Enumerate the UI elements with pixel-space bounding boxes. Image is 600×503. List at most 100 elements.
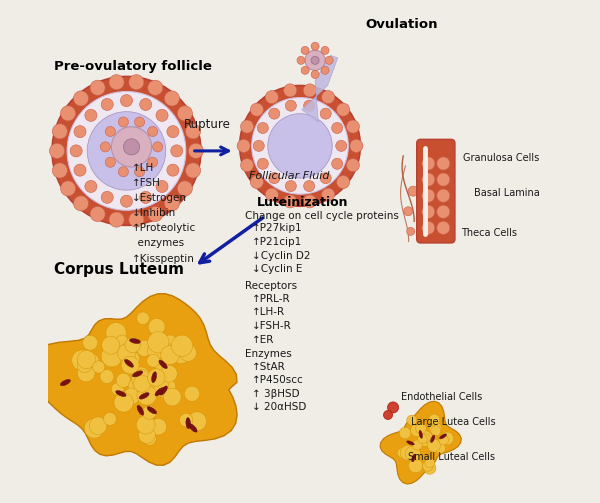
Circle shape xyxy=(250,103,263,116)
Circle shape xyxy=(121,195,133,207)
Circle shape xyxy=(121,356,139,374)
Circle shape xyxy=(148,331,169,353)
Text: ↑Kisspeptin: ↑Kisspeptin xyxy=(131,254,194,264)
Circle shape xyxy=(303,84,316,97)
Circle shape xyxy=(125,338,140,353)
Circle shape xyxy=(148,126,158,136)
Circle shape xyxy=(409,459,423,473)
Circle shape xyxy=(404,207,413,216)
Circle shape xyxy=(90,207,105,222)
Polygon shape xyxy=(302,55,338,122)
Circle shape xyxy=(417,431,433,446)
Circle shape xyxy=(61,106,76,121)
Circle shape xyxy=(418,435,427,444)
Text: Basal Lamina: Basal Lamina xyxy=(473,188,539,198)
Circle shape xyxy=(301,66,309,74)
Circle shape xyxy=(89,417,107,435)
Circle shape xyxy=(321,66,329,74)
Text: ↑StAR: ↑StAR xyxy=(252,362,286,372)
Ellipse shape xyxy=(407,441,414,445)
Circle shape xyxy=(139,427,155,444)
Circle shape xyxy=(148,343,164,360)
Circle shape xyxy=(121,350,139,369)
Circle shape xyxy=(67,92,186,210)
Circle shape xyxy=(421,434,430,443)
Text: ↑P21cip1: ↑P21cip1 xyxy=(252,237,302,247)
Circle shape xyxy=(142,405,156,420)
Circle shape xyxy=(188,143,203,158)
Text: ↓Inhibin: ↓Inhibin xyxy=(131,208,176,218)
Circle shape xyxy=(429,422,442,435)
Circle shape xyxy=(149,377,169,397)
Text: ↑ 3βHSD: ↑ 3βHSD xyxy=(252,389,300,399)
Text: ↑PRL-R: ↑PRL-R xyxy=(252,294,291,304)
Circle shape xyxy=(321,46,329,54)
Ellipse shape xyxy=(419,431,422,438)
Circle shape xyxy=(109,74,124,90)
Circle shape xyxy=(74,126,86,138)
Circle shape xyxy=(305,50,325,70)
Circle shape xyxy=(269,108,280,119)
Circle shape xyxy=(128,377,147,396)
Circle shape xyxy=(185,124,200,139)
Circle shape xyxy=(136,415,155,434)
Circle shape xyxy=(437,189,450,202)
Circle shape xyxy=(129,74,144,90)
Text: Endothelial Cells: Endothelial Cells xyxy=(401,392,482,402)
Circle shape xyxy=(422,461,433,471)
Text: ↑P450scc: ↑P450scc xyxy=(252,375,304,385)
Circle shape xyxy=(106,126,115,136)
Circle shape xyxy=(87,112,166,190)
Circle shape xyxy=(320,108,331,119)
Circle shape xyxy=(350,139,363,152)
Circle shape xyxy=(92,361,105,373)
Circle shape xyxy=(148,207,163,222)
Circle shape xyxy=(106,322,127,343)
Text: ↓ 20αHSD: ↓ 20αHSD xyxy=(252,402,307,412)
Circle shape xyxy=(124,139,140,155)
Circle shape xyxy=(239,86,361,206)
Circle shape xyxy=(114,393,133,412)
Polygon shape xyxy=(380,401,461,484)
Text: Rupture: Rupture xyxy=(184,118,230,131)
Circle shape xyxy=(118,344,136,362)
Circle shape xyxy=(268,114,332,178)
Circle shape xyxy=(265,91,278,104)
Circle shape xyxy=(129,212,144,227)
Circle shape xyxy=(167,126,179,138)
Circle shape xyxy=(143,432,156,445)
Circle shape xyxy=(257,158,268,170)
Text: Corpus Luteum: Corpus Luteum xyxy=(53,262,184,277)
Text: Pre-ovulatory follicle: Pre-ovulatory follicle xyxy=(53,60,211,73)
Circle shape xyxy=(150,418,167,435)
Circle shape xyxy=(137,385,157,405)
Circle shape xyxy=(171,145,183,157)
Circle shape xyxy=(422,157,435,170)
Circle shape xyxy=(337,103,350,116)
Circle shape xyxy=(425,458,434,468)
Circle shape xyxy=(172,335,193,356)
Text: Theca Cells: Theca Cells xyxy=(461,228,517,238)
Circle shape xyxy=(112,127,152,167)
Text: ↑ER: ↑ER xyxy=(252,334,275,345)
Circle shape xyxy=(116,373,131,387)
Circle shape xyxy=(284,84,297,97)
Circle shape xyxy=(156,109,168,121)
Circle shape xyxy=(137,312,149,324)
Circle shape xyxy=(103,412,116,426)
Ellipse shape xyxy=(431,435,435,443)
Circle shape xyxy=(101,99,113,111)
Circle shape xyxy=(265,188,278,201)
Ellipse shape xyxy=(124,359,133,367)
Circle shape xyxy=(441,432,454,445)
Circle shape xyxy=(250,176,263,189)
Circle shape xyxy=(52,163,67,178)
Text: ↑FSH: ↑FSH xyxy=(131,178,160,188)
Circle shape xyxy=(405,446,421,461)
Circle shape xyxy=(148,157,158,167)
Circle shape xyxy=(422,173,435,186)
Circle shape xyxy=(134,375,151,392)
Circle shape xyxy=(303,195,316,208)
Circle shape xyxy=(187,412,206,431)
Circle shape xyxy=(70,145,82,157)
